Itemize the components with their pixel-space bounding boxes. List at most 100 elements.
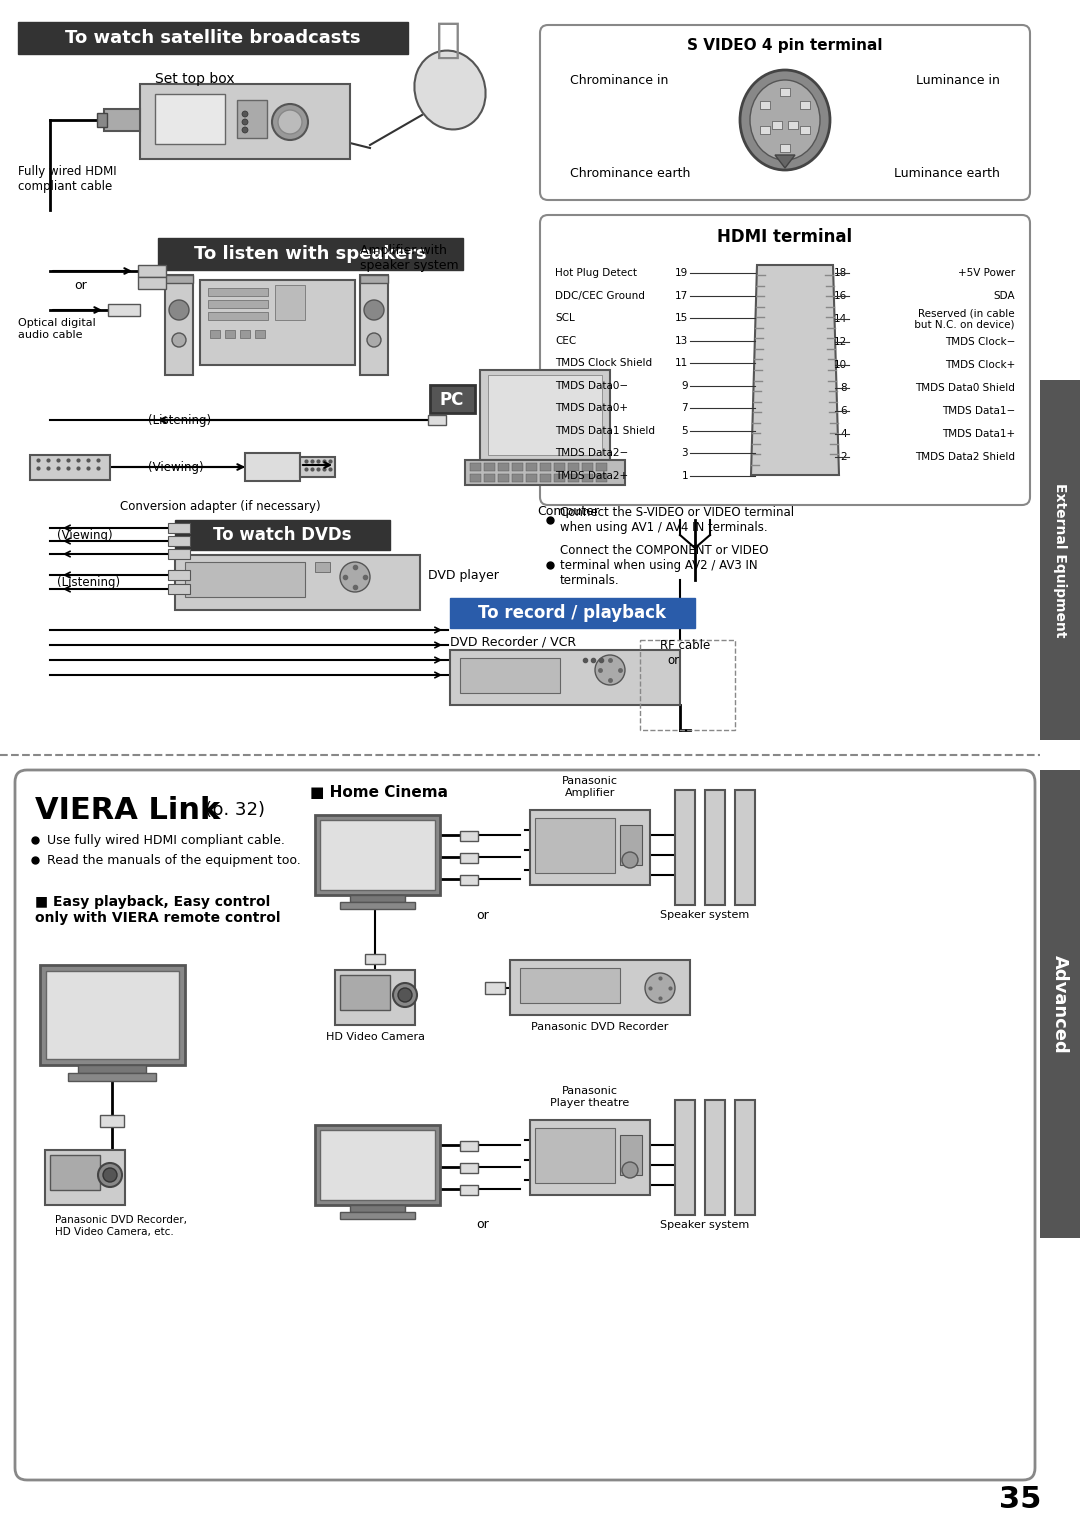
Text: TMDS Clock Shield: TMDS Clock Shield bbox=[555, 358, 652, 368]
Circle shape bbox=[393, 983, 417, 1007]
Text: HD Video Camera: HD Video Camera bbox=[325, 1031, 424, 1042]
Text: 16: 16 bbox=[834, 290, 847, 301]
Text: TMDS Data1 Shield: TMDS Data1 Shield bbox=[555, 425, 654, 435]
Circle shape bbox=[364, 299, 384, 319]
Bar bbox=[470, 463, 481, 471]
Bar bbox=[225, 330, 235, 338]
Bar bbox=[108, 304, 140, 316]
Text: Hot Plug Detect: Hot Plug Detect bbox=[555, 267, 637, 278]
Text: Chrominance in: Chrominance in bbox=[570, 73, 669, 87]
Bar bbox=[460, 659, 561, 694]
Bar bbox=[535, 1128, 615, 1183]
Bar bbox=[168, 523, 190, 533]
Bar bbox=[320, 821, 435, 889]
Bar bbox=[335, 970, 415, 1025]
Bar bbox=[350, 895, 405, 902]
Circle shape bbox=[645, 973, 675, 1002]
Text: TMDS Data1−: TMDS Data1− bbox=[942, 406, 1015, 416]
Bar bbox=[208, 299, 268, 309]
Text: (Listening): (Listening) bbox=[57, 576, 120, 588]
Bar bbox=[512, 474, 523, 481]
Circle shape bbox=[622, 853, 638, 868]
Text: DDC/CEC Ground: DDC/CEC Ground bbox=[555, 290, 645, 301]
Bar bbox=[175, 520, 390, 550]
Text: To watch satellite broadcasts: To watch satellite broadcasts bbox=[65, 29, 361, 47]
Circle shape bbox=[278, 110, 302, 134]
Bar bbox=[519, 969, 620, 1002]
Bar bbox=[512, 463, 523, 471]
Bar bbox=[596, 463, 607, 471]
Text: To record / playback: To record / playback bbox=[478, 604, 666, 622]
Bar bbox=[554, 463, 565, 471]
Text: Connect the S-VIDEO or VIDEO terminal
when using AV1 / AV4 IN terminals.: Connect the S-VIDEO or VIDEO terminal wh… bbox=[561, 506, 794, 533]
Bar bbox=[138, 277, 166, 289]
Text: DVD Recorder / VCR: DVD Recorder / VCR bbox=[450, 636, 576, 648]
Bar bbox=[315, 562, 330, 571]
Bar bbox=[245, 452, 300, 481]
Text: or: or bbox=[75, 278, 86, 292]
Text: Computer: Computer bbox=[537, 504, 599, 518]
Bar bbox=[735, 1100, 755, 1215]
Text: TMDS Data0−: TMDS Data0− bbox=[555, 380, 629, 391]
Bar bbox=[165, 275, 193, 374]
Bar bbox=[365, 953, 384, 964]
Bar bbox=[540, 463, 551, 471]
Text: 5: 5 bbox=[681, 425, 688, 435]
Text: TMDS Data2−: TMDS Data2− bbox=[555, 448, 629, 458]
Bar bbox=[104, 108, 140, 131]
Bar bbox=[315, 1125, 440, 1206]
Bar bbox=[50, 1155, 100, 1190]
Bar bbox=[582, 474, 593, 481]
Bar bbox=[240, 330, 249, 338]
Bar bbox=[46, 970, 179, 1059]
Text: Advanced: Advanced bbox=[1051, 955, 1069, 1053]
Text: To listen with speakers: To listen with speakers bbox=[194, 244, 427, 263]
Text: HDMI terminal: HDMI terminal bbox=[717, 228, 852, 246]
Bar bbox=[208, 312, 268, 319]
Text: 18: 18 bbox=[834, 267, 847, 278]
Text: External Equipment: External Equipment bbox=[1053, 483, 1067, 637]
Text: TMDS Data2+: TMDS Data2+ bbox=[555, 471, 629, 480]
Bar bbox=[484, 463, 495, 471]
Text: 7: 7 bbox=[681, 403, 688, 413]
Bar bbox=[760, 125, 770, 134]
Text: Panasonic DVD Recorder: Panasonic DVD Recorder bbox=[531, 1022, 669, 1031]
Text: SCL: SCL bbox=[555, 313, 575, 322]
Text: TMDS Data0+: TMDS Data0+ bbox=[555, 403, 627, 413]
Circle shape bbox=[367, 333, 381, 347]
Bar bbox=[100, 1115, 124, 1128]
Bar bbox=[465, 460, 625, 484]
Text: DVD player: DVD player bbox=[428, 568, 499, 582]
Bar bbox=[675, 1100, 696, 1215]
Bar bbox=[315, 814, 440, 895]
Bar bbox=[30, 455, 110, 480]
Text: 9: 9 bbox=[681, 380, 688, 391]
Circle shape bbox=[98, 1163, 122, 1187]
Text: Speaker system: Speaker system bbox=[660, 1219, 750, 1230]
Bar bbox=[340, 975, 390, 1010]
Text: Read the manuals of the equipment too.: Read the manuals of the equipment too. bbox=[48, 854, 300, 866]
Bar bbox=[165, 275, 193, 283]
Bar bbox=[484, 474, 495, 481]
Text: Reserved (in cable
     but N.C. on device): Reserved (in cable but N.C. on device) bbox=[899, 309, 1015, 330]
Bar bbox=[675, 790, 696, 905]
FancyBboxPatch shape bbox=[15, 770, 1035, 1481]
Bar bbox=[480, 370, 610, 460]
Bar bbox=[772, 121, 782, 128]
Bar bbox=[450, 597, 696, 628]
Text: TMDS Data0 Shield: TMDS Data0 Shield bbox=[915, 384, 1015, 393]
Bar bbox=[485, 983, 505, 995]
Bar bbox=[596, 474, 607, 481]
Text: 6: 6 bbox=[840, 406, 847, 416]
Bar bbox=[430, 385, 475, 413]
Text: 13: 13 bbox=[675, 336, 688, 345]
Text: 1: 1 bbox=[681, 471, 688, 480]
Bar bbox=[488, 374, 602, 455]
Bar bbox=[175, 555, 420, 610]
Circle shape bbox=[340, 562, 370, 591]
Text: CEC: CEC bbox=[555, 336, 577, 345]
Bar bbox=[568, 474, 579, 481]
Bar bbox=[460, 853, 478, 863]
Bar bbox=[168, 549, 190, 559]
Text: Luminance earth: Luminance earth bbox=[894, 167, 1000, 179]
